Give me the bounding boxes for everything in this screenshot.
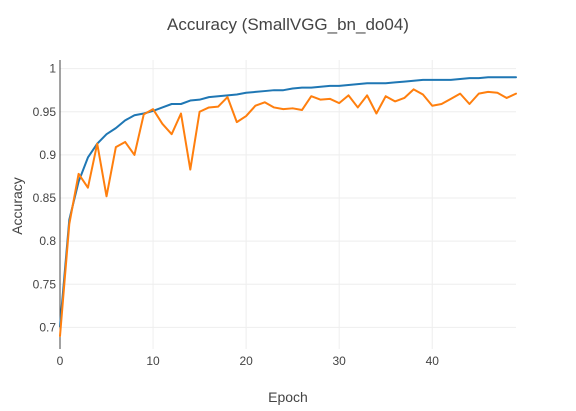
series-lines — [59, 76, 517, 338]
series-line-1 — [59, 76, 517, 328]
x-tick-label: 20 — [239, 354, 253, 368]
y-tick-label: 1 — [49, 62, 56, 76]
x-tick-label: 10 — [146, 354, 160, 368]
series-line-2 — [59, 88, 517, 338]
y-tick-label: 0.75 — [33, 277, 57, 291]
x-tick-label: 30 — [333, 354, 347, 368]
y-axis-label: Accuracy — [9, 177, 25, 235]
chart-title: Accuracy (SmallVGG_bn_do04) — [167, 15, 409, 34]
x-axis-label: Epoch — [268, 389, 308, 405]
y-tick-label: 0.95 — [33, 105, 57, 119]
y-tick-label: 0.8 — [39, 234, 56, 248]
grid-lines — [60, 60, 516, 349]
y-tick-label: 0.7 — [39, 320, 56, 334]
y-tick-label: 0.85 — [33, 191, 57, 205]
y-tick-label: 0.9 — [39, 148, 56, 162]
x-tick-label: 0 — [57, 354, 64, 368]
x-tick-label: 40 — [426, 354, 440, 368]
